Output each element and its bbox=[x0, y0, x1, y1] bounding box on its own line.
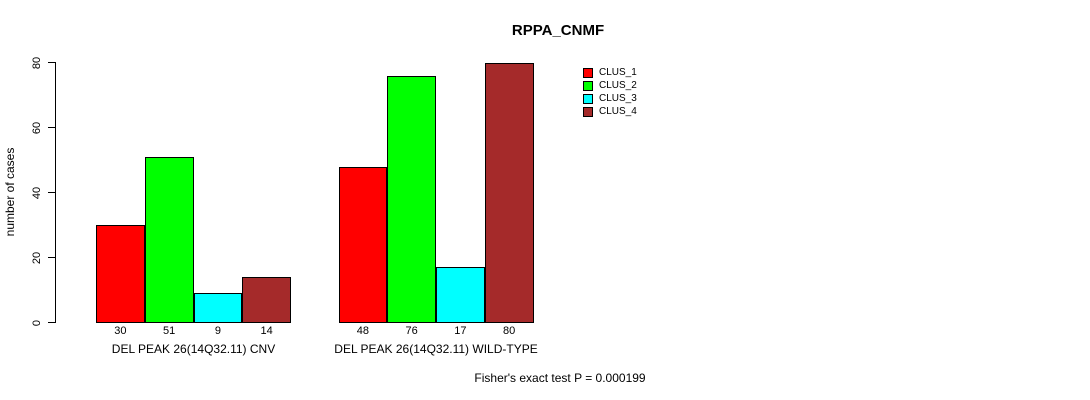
y-axis-tick bbox=[48, 257, 55, 258]
bar-CLUS_1-group2 bbox=[338, 166, 388, 323]
bar-CLUS_2-group2 bbox=[387, 75, 436, 323]
bar-CLUS_1-group1 bbox=[96, 225, 145, 323]
y-axis-tick-label: 80 bbox=[31, 56, 43, 69]
legend-swatch-CLUS_2 bbox=[583, 80, 593, 91]
bar-CLUS_4-group1 bbox=[242, 277, 291, 323]
category-label: DEL PEAK 26(14Q32.11) WILD-TYPE bbox=[334, 342, 538, 356]
y-axis-line bbox=[55, 62, 56, 323]
legend-item-CLUS_4: CLUS_4 bbox=[583, 105, 637, 118]
bar-CLUS_2-group1 bbox=[144, 156, 194, 323]
y-axis-tick-label: 40 bbox=[31, 186, 43, 199]
annotation-fisher-test: Fisher's exact test P = 0.000199 bbox=[474, 371, 646, 385]
y-axis-tick bbox=[48, 127, 55, 128]
chart-title: RPPA_CNMF bbox=[511, 22, 605, 39]
legend-label: CLUS_2 bbox=[599, 79, 637, 91]
y-axis-tick bbox=[48, 322, 55, 323]
bar-value-label: 30 bbox=[114, 325, 127, 337]
y-axis-tick bbox=[48, 62, 55, 63]
legend-item-CLUS_1: CLUS_1 bbox=[583, 66, 637, 79]
bar-CLUS_3-group2 bbox=[436, 267, 485, 323]
bar-CLUS_4-group2 bbox=[484, 62, 534, 323]
category-label: DEL PEAK 26(14Q32.11) CNV bbox=[111, 342, 276, 356]
legend-item-CLUS_3: CLUS_3 bbox=[583, 92, 637, 105]
legend-label: CLUS_4 bbox=[599, 105, 637, 117]
y-axis-tick-label: 60 bbox=[31, 121, 43, 134]
y-axis-tick bbox=[48, 192, 55, 193]
bar-value-label: 14 bbox=[260, 325, 273, 337]
legend-swatch-CLUS_3 bbox=[583, 93, 593, 104]
bar-value-label: 80 bbox=[503, 325, 516, 337]
bar-value-label: 51 bbox=[163, 325, 176, 337]
legend-label: CLUS_1 bbox=[599, 66, 637, 78]
legend-item-CLUS_2: CLUS_2 bbox=[583, 79, 637, 92]
y-axis-tick-label: 20 bbox=[31, 251, 43, 264]
bar-value-label: 76 bbox=[405, 325, 418, 337]
bar-value-label: 9 bbox=[214, 325, 221, 337]
bar-value-label: 48 bbox=[356, 325, 369, 337]
legend: CLUS_1 CLUS_2 CLUS_3 CLUS_4 bbox=[583, 66, 637, 118]
bar-value-label: 17 bbox=[454, 325, 467, 337]
legend-swatch-CLUS_1 bbox=[583, 67, 593, 78]
y-axis-tick-label: 0 bbox=[31, 319, 43, 326]
legend-label: CLUS_3 bbox=[599, 92, 637, 104]
legend-swatch-CLUS_4 bbox=[583, 106, 593, 117]
bar-CLUS_3-group1 bbox=[193, 293, 243, 323]
